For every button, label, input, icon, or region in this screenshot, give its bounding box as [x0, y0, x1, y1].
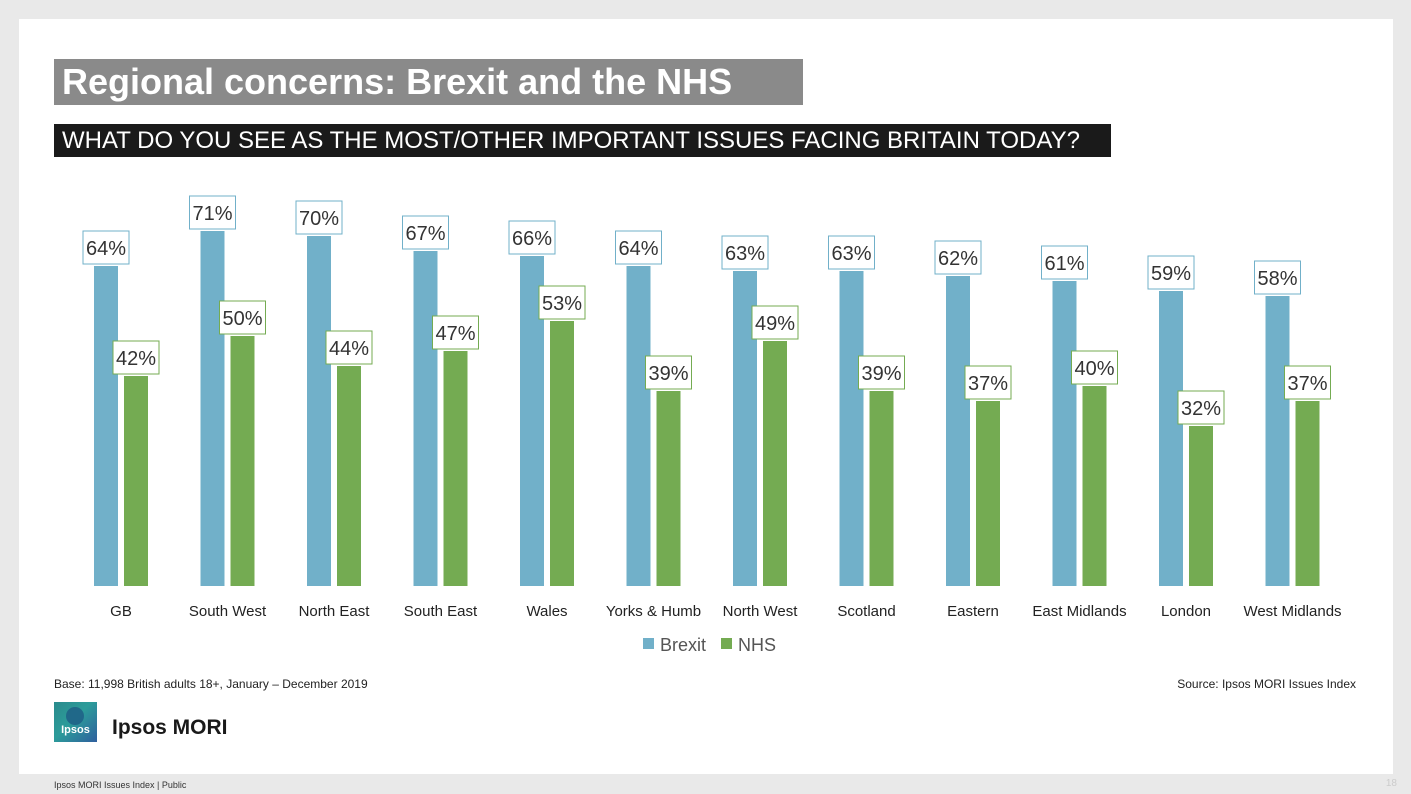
brand-name: Ipsos MORI [112, 716, 228, 739]
logo-text: Ipsos [61, 724, 90, 736]
x-tick-label: West Midlands [1243, 603, 1341, 620]
data-label-nhs: 37% [968, 373, 1008, 395]
ipsos-logo: Ipsos [54, 702, 97, 742]
data-label-brexit: 70% [299, 208, 339, 230]
bar-brexit [94, 266, 118, 586]
x-tick-label: North West [723, 603, 799, 620]
bar-nhs [1189, 426, 1213, 586]
data-label-brexit: 58% [1257, 268, 1297, 290]
bar-nhs [124, 376, 148, 586]
data-label-nhs: 42% [116, 348, 156, 370]
legend-swatch-brexit [643, 638, 654, 649]
data-label-brexit: 63% [831, 243, 871, 265]
data-label-box-nhs [1284, 365, 1331, 400]
data-label-box-brexit [189, 195, 236, 230]
page-title: Regional concerns: Brexit and the NHS [54, 59, 803, 105]
data-label-box-nhs [751, 305, 799, 340]
footer-label: Ipsos MORI Issues Index | Public [54, 780, 187, 790]
x-tick-label: East Midlands [1032, 603, 1126, 620]
bar-brexit [200, 231, 225, 586]
page-number: 18 [1385, 778, 1397, 789]
x-tick-label: London [1161, 603, 1211, 620]
bar-nhs [869, 391, 894, 586]
bar-nhs [656, 391, 681, 586]
bar-nhs [1295, 401, 1320, 586]
source-note: Source: Ipsos MORI Issues Index [1177, 677, 1356, 691]
bar-nhs [763, 341, 787, 586]
data-label-box-brexit [402, 215, 449, 250]
survey-question: WHAT DO YOU SEE AS THE MOST/OTHER IMPORT… [54, 124, 1111, 157]
data-label-box-nhs [538, 285, 586, 320]
data-label-box-nhs [219, 300, 266, 335]
bar-brexit [1052, 281, 1077, 586]
data-label-nhs: 53% [542, 293, 582, 315]
x-tick-label: North East [299, 603, 371, 620]
data-label-box-nhs [1177, 390, 1225, 425]
bar-brexit [839, 271, 864, 586]
data-label-box-nhs [432, 315, 479, 350]
bar-nhs [337, 366, 361, 586]
data-label-brexit: 64% [618, 238, 658, 260]
bar-brexit [1265, 296, 1290, 586]
data-label-nhs: 32% [1181, 398, 1221, 420]
data-label-box-nhs [112, 340, 160, 375]
data-label-brexit: 63% [725, 243, 765, 265]
data-label-nhs: 39% [648, 363, 688, 385]
bar-brexit [946, 276, 970, 586]
data-label-brexit: 62% [938, 248, 978, 270]
data-label-box-brexit [615, 230, 662, 265]
legend-label-brexit: Brexit [660, 635, 706, 655]
data-label-brexit: 64% [86, 238, 126, 260]
data-label-box-nhs [325, 330, 373, 365]
data-label-nhs: 47% [435, 323, 475, 345]
bar-brexit [413, 251, 438, 586]
bar-brexit [307, 236, 331, 586]
data-label-brexit: 66% [512, 228, 552, 250]
data-label-box-brexit [721, 235, 769, 270]
data-label-box-brexit [934, 240, 982, 275]
data-label-nhs: 44% [329, 338, 369, 360]
bar-nhs [550, 321, 574, 586]
data-label-box-brexit [1041, 245, 1088, 280]
data-label-brexit: 71% [192, 203, 232, 225]
data-label-box-brexit [508, 220, 556, 255]
bar-nhs [443, 351, 468, 586]
data-label-box-nhs [858, 355, 905, 390]
bar-brexit [626, 266, 651, 586]
data-label-nhs: 50% [222, 308, 262, 330]
data-label-box-brexit [1147, 255, 1195, 290]
data-label-box-nhs [645, 355, 692, 390]
data-label-brexit: 67% [405, 223, 445, 245]
data-label-box-brexit [82, 230, 130, 265]
bar-nhs [1082, 386, 1107, 586]
legend-label-nhs: NHS [738, 635, 776, 655]
data-label-box-brexit [1254, 260, 1301, 295]
data-label-brexit: 61% [1044, 253, 1084, 275]
data-label-box-nhs [964, 365, 1012, 400]
data-label-nhs: 40% [1074, 358, 1114, 380]
bar-nhs [976, 401, 1000, 586]
x-tick-label: South East [404, 603, 478, 620]
data-label-box-brexit [828, 235, 875, 270]
base-note: Base: 11,998 British adults 18+, January… [54, 677, 368, 691]
data-label-nhs: 49% [755, 313, 795, 335]
data-label-brexit: 59% [1151, 263, 1191, 285]
data-label-nhs: 39% [861, 363, 901, 385]
x-tick-label: Eastern [947, 603, 999, 620]
bar-brexit [1159, 291, 1183, 586]
x-tick-label: Yorks & Humb [606, 603, 701, 620]
data-label-nhs: 37% [1287, 373, 1327, 395]
x-tick-label: Scotland [837, 603, 895, 620]
bar-nhs [230, 336, 255, 586]
x-tick-label: Wales [526, 603, 567, 620]
logo-head-icon [66, 707, 84, 725]
data-label-box-brexit [295, 200, 343, 235]
data-label-box-nhs [1071, 350, 1118, 385]
x-tick-label: GB [110, 603, 132, 620]
legend-swatch-nhs [721, 638, 732, 649]
x-tick-label: South West [189, 603, 267, 620]
